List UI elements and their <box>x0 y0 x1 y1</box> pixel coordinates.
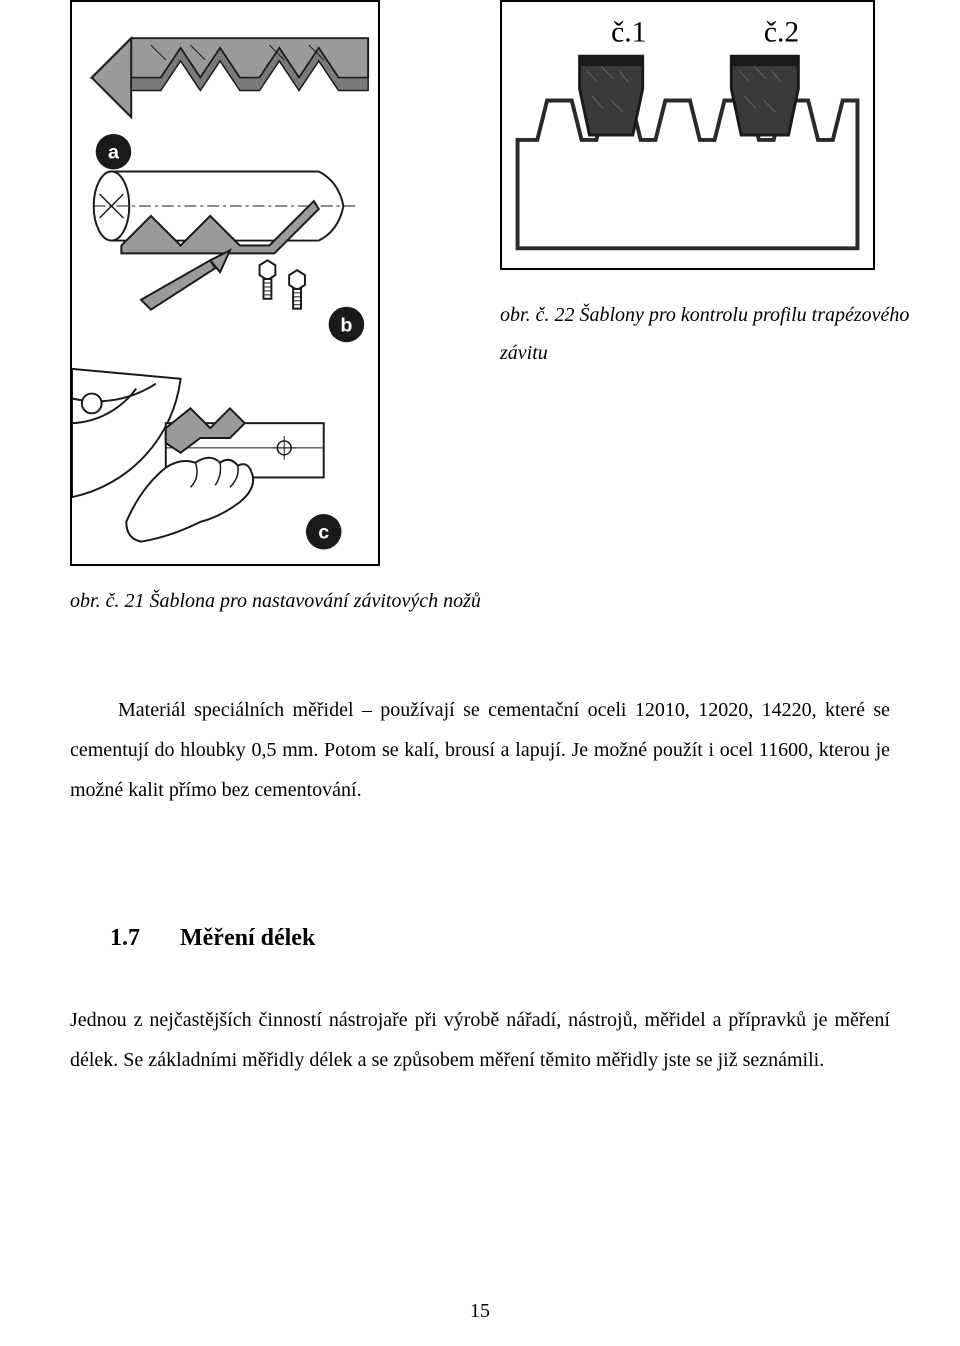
caption-figure-21: obr. č. 21 Šablona pro nastavování závit… <box>70 590 481 613</box>
paragraph-material: Materiál speciálních měřidel – používají… <box>70 690 890 810</box>
section-title: Měření délek <box>180 925 315 951</box>
paragraph-measuring: Jednou z nejčastějších činností nástroja… <box>70 1000 890 1080</box>
figure-22-label-2: č.2 <box>764 16 799 48</box>
badge-a-label: a <box>108 142 120 164</box>
badge-b-label: b <box>340 314 352 336</box>
page-number: 15 <box>0 1300 960 1323</box>
caption-figure-22: obr. č. 22 Šablony pro kontrolu profilu … <box>500 296 920 372</box>
panel-b: b <box>94 171 364 342</box>
figure-22-svg: č.1 č.2 <box>502 2 873 268</box>
badge-c-label: c <box>318 522 329 544</box>
figure-21: a <box>70 0 380 566</box>
figure-22: č.1 č.2 <box>500 0 875 270</box>
figure-22-label-1: č.1 <box>611 16 646 48</box>
paragraph-material-text: Materiál speciálních měřidel – používají… <box>70 699 890 801</box>
section-number: 1.7 <box>110 925 180 952</box>
section-heading: 1.7Měření délek <box>110 925 315 952</box>
panel-a: a <box>92 38 368 169</box>
paragraph-measuring-text: Jednou z nejčastějších činností nástroja… <box>70 1009 890 1071</box>
panel-c: c <box>72 369 341 550</box>
figure-21-svg: a <box>72 2 378 564</box>
